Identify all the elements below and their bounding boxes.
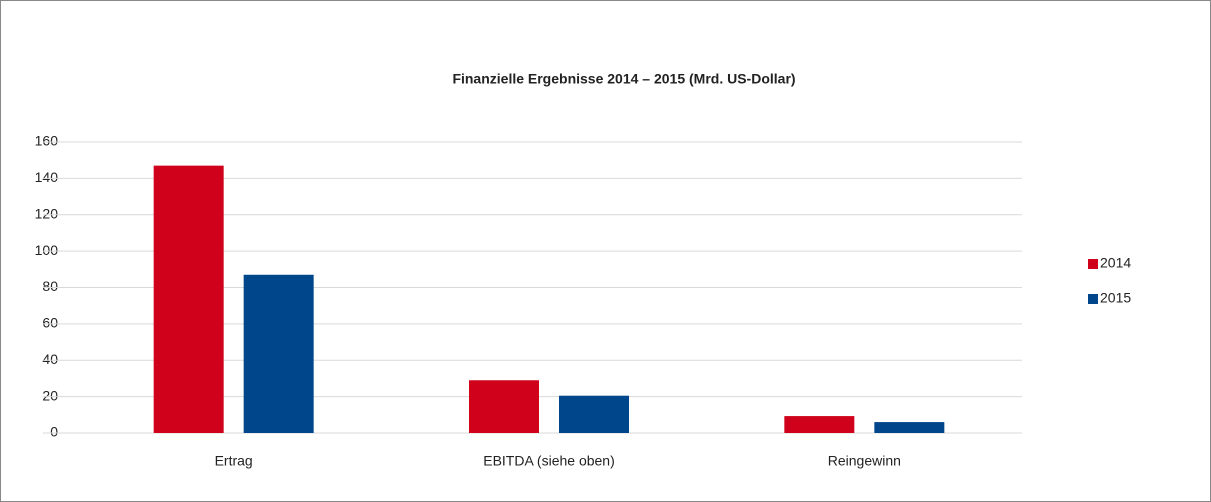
y-tick-label: 140 [35,169,59,185]
x-tick-label: Reingewinn [828,453,901,469]
bar [469,380,539,433]
bar [243,274,314,433]
y-tick-label: 80 [42,278,58,294]
legend-label: 2015 [1100,290,1131,306]
y-tick-label: 20 [42,387,58,403]
x-tick-label: Ertrag [215,453,253,469]
y-tick-label: 40 [42,351,58,367]
bar [784,416,855,433]
bar [559,395,629,433]
y-tick-label: 0 [50,424,58,440]
chart-title: Finanzielle Ergebnisse 2014 – 2015 (Mrd.… [452,71,795,87]
legend-swatch [1088,259,1098,269]
y-tick-label: 120 [35,205,59,221]
bar [153,165,224,434]
x-tick-label: EBITDA (siehe oben) [483,453,615,469]
y-tick-label: 160 [35,133,59,149]
legend-label: 2014 [1100,255,1131,271]
y-tick-label: 100 [35,242,59,258]
bar [874,422,945,433]
legend-swatch [1088,294,1098,304]
y-tick-label: 60 [42,315,58,331]
